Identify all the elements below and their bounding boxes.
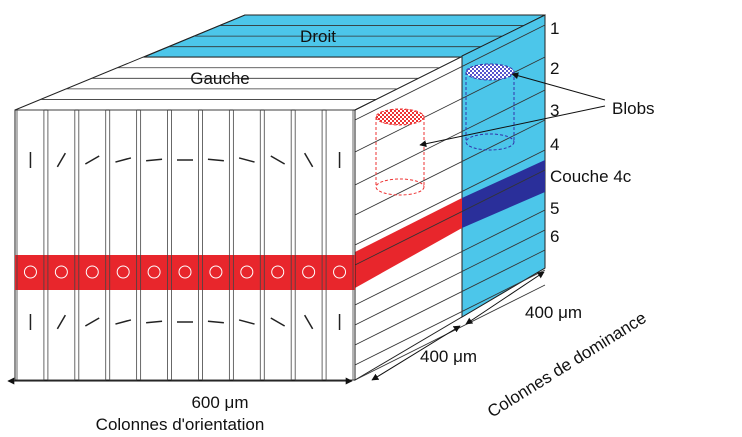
layer-4c-side [355, 198, 462, 288]
column-dot [271, 265, 285, 279]
column [16, 109, 45, 381]
orientation-mark [115, 157, 132, 163]
column [109, 109, 138, 381]
orientation-mark [146, 320, 163, 324]
layer-line [354, 209, 546, 306]
orientation-mark [207, 320, 224, 324]
orientation-mark [238, 157, 255, 163]
orientation-mark [84, 317, 100, 327]
layer-line [354, 229, 546, 326]
orientation-mark [270, 317, 286, 327]
layer-label: Couche 4c [550, 167, 632, 186]
column [325, 109, 354, 381]
orientation-mark [146, 158, 163, 162]
layer-line [354, 119, 546, 216]
column [140, 109, 168, 381]
arrow [419, 105, 606, 148]
orientation-mark [238, 319, 255, 325]
face-label: Droit [300, 27, 336, 46]
column [47, 109, 76, 381]
layer-label: 2 [550, 59, 559, 78]
column-dot [209, 265, 223, 279]
blob-blue [465, 63, 515, 151]
orientation-mark [207, 158, 224, 162]
blob-red [375, 108, 425, 196]
front-face [14, 109, 356, 381]
dimension-caption: Colonnes de dominance [484, 308, 650, 421]
column [171, 109, 199, 381]
layer-label: 6 [550, 227, 559, 246]
top-stripes [40, 25, 524, 100]
column-dot [333, 265, 347, 279]
orientation-mark [303, 152, 314, 168]
column [202, 109, 230, 381]
dimension-label: 400 μm [525, 303, 582, 322]
layer-label: 4 [550, 135, 559, 154]
orientation-mark [115, 319, 132, 325]
column [232, 109, 261, 381]
arrow [511, 72, 606, 101]
layer-4c-side-right [462, 160, 545, 228]
column-dot [23, 265, 37, 279]
layer-label: 1 [550, 19, 559, 38]
column [263, 109, 292, 381]
dimension-caption: Colonnes d'orientation [96, 415, 265, 434]
column [78, 109, 107, 381]
column-dot [178, 265, 192, 279]
orientation-columns [16, 109, 354, 381]
column-dot [85, 265, 99, 279]
orientation-mark [56, 314, 67, 330]
face-label: Gauche [190, 69, 250, 88]
orientation-mark [303, 314, 314, 330]
layer-line [354, 149, 546, 246]
column-dot [240, 265, 254, 279]
dimension-label: 600 μm [191, 393, 248, 412]
layer-label: 3 [550, 101, 559, 120]
callout-label: Blobs [612, 99, 655, 118]
dimension-arrow [371, 325, 461, 381]
layer-line [354, 169, 546, 266]
orientation-mark [56, 152, 67, 168]
layer-label: 5 [550, 199, 559, 218]
orientation-mark [270, 155, 286, 165]
dimension-arrow [465, 271, 545, 325]
layer-line [354, 89, 546, 186]
column-dot [147, 265, 161, 279]
orientation-mark [84, 155, 100, 165]
layer-line [354, 24, 546, 121]
column-dot [302, 265, 316, 279]
column-dot [54, 265, 68, 279]
column-dot [116, 265, 130, 279]
column [294, 109, 323, 381]
dimension-label: 400 μm [420, 347, 477, 366]
